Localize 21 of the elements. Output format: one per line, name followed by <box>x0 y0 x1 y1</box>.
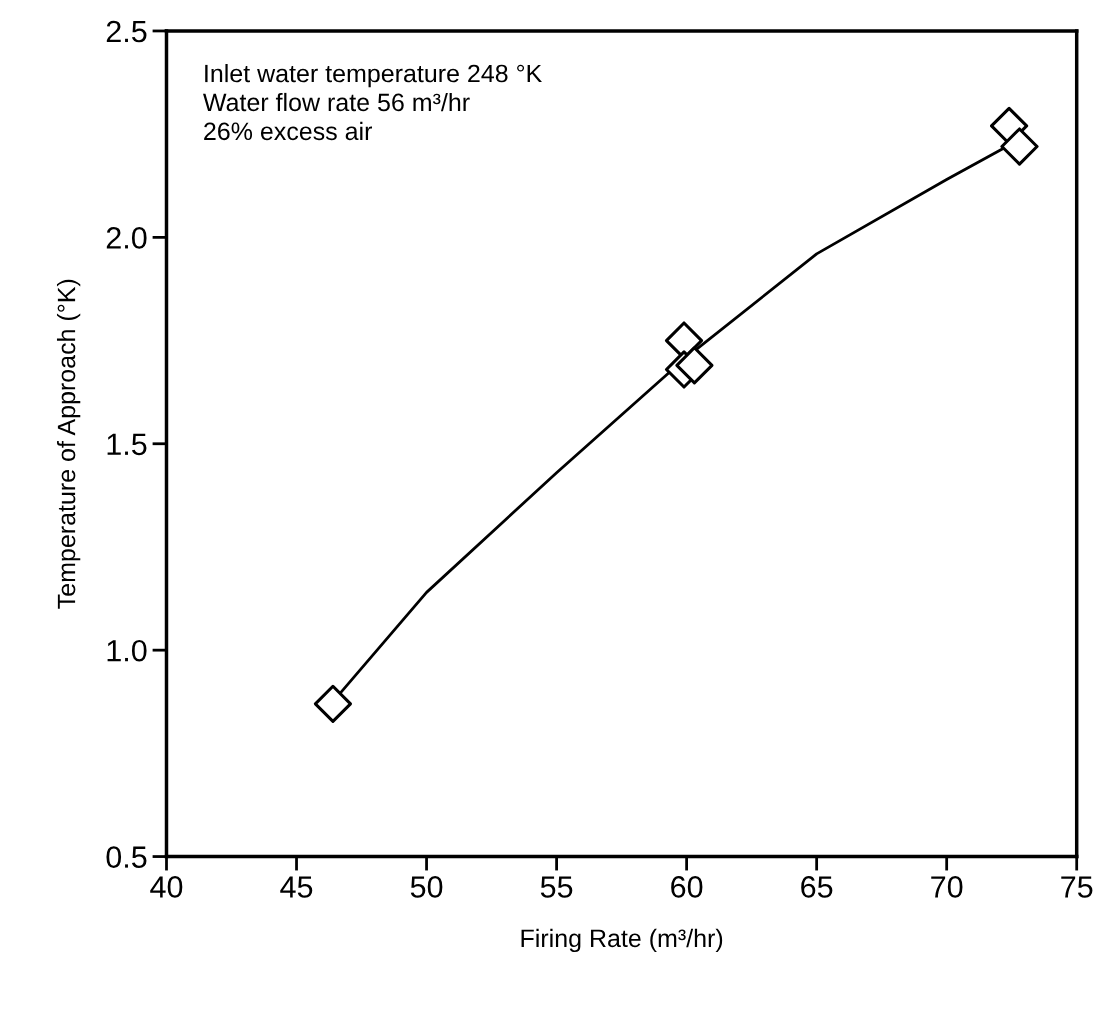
annotation: 26% excess air <box>204 121 373 141</box>
y-axis-title: Temperature of Approach (°K) <box>56 279 81 609</box>
point <box>675 346 714 385</box>
point <box>1000 127 1039 166</box>
y-tick-label: 1.5 <box>107 433 147 456</box>
x-tick-label: 45 <box>280 876 313 898</box>
annotation: Water flow rate 56 m³/hr <box>203 92 470 112</box>
y-tick-label: 0.5 <box>106 846 147 868</box>
x-tick-label: 65 <box>801 876 833 898</box>
annotation: Inlet water temperature 248 °K <box>205 63 542 88</box>
y-tick-label: 2.0 <box>106 227 147 249</box>
x-tick-label: 70 <box>931 876 963 898</box>
point <box>313 684 353 723</box>
y-tick-label: 1.0 <box>107 639 147 662</box>
y-tick-label: 2.5 <box>106 20 147 43</box>
x-axis-title: Firing Rate (m³/hr) <box>521 928 723 953</box>
x-tick-label: 55 <box>540 876 573 898</box>
x-tick-label: 75 <box>1061 876 1093 898</box>
x-tick-label: 50 <box>410 876 443 898</box>
x-tick-label: 40 <box>150 876 183 898</box>
x-tick-label: 60 <box>671 876 703 898</box>
